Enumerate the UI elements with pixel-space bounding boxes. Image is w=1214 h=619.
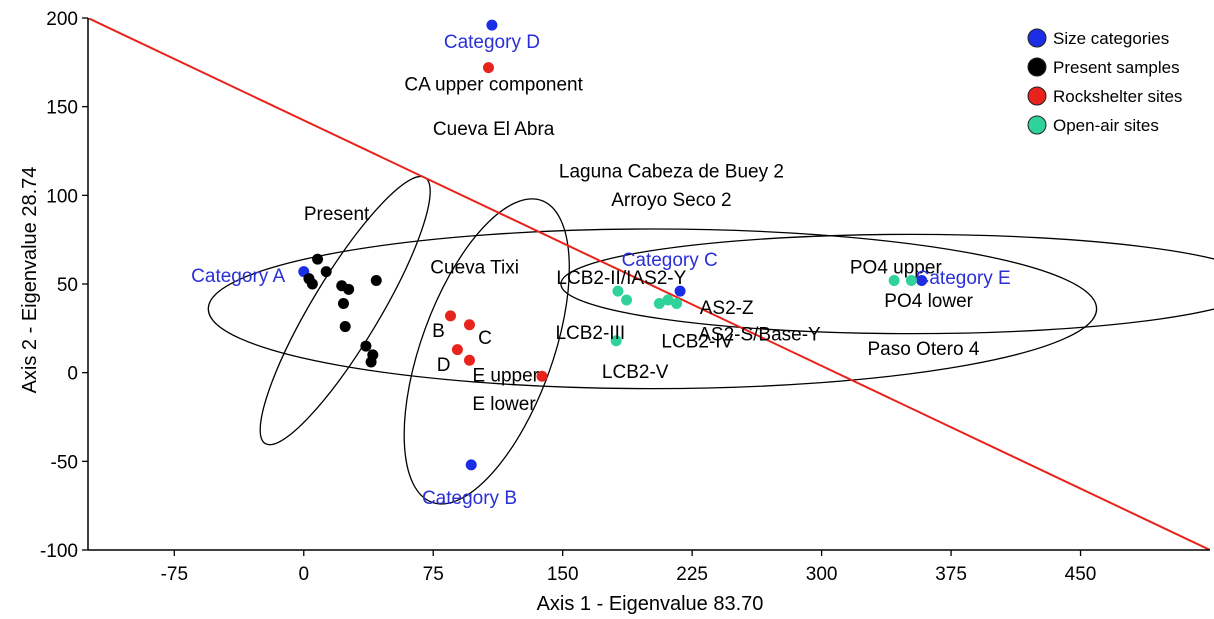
annotation-label: B: [432, 321, 445, 342]
data-point: [888, 274, 900, 286]
data-point: [612, 285, 624, 297]
x-tick-label: 75: [423, 564, 444, 585]
annotation-label: CA upper component: [404, 75, 583, 96]
x-tick-label: 300: [806, 564, 838, 585]
y-tick-label: 0: [67, 364, 78, 385]
data-point: [671, 298, 683, 310]
legend-entry: Present samples: [1027, 57, 1180, 77]
annotation-label: Cueva Tixi: [430, 257, 519, 278]
annotation-label: PO4 upper: [850, 257, 943, 278]
series-rockshelter-sites: [444, 62, 548, 382]
annotation-label: AS2-S/Base-Y: [698, 325, 821, 346]
legend-label: Open-air sites: [1053, 116, 1159, 135]
data-point: [536, 370, 548, 382]
annotation-label: E upper: [472, 365, 539, 386]
legend-marker: [1027, 115, 1047, 135]
annotation-label: PO4 lower: [884, 291, 973, 312]
annotation-label: Arroyo Seco 2: [611, 190, 731, 211]
legend-label: Size categories: [1053, 29, 1169, 48]
x-tick-label: 225: [676, 564, 708, 585]
annotation-label: AS2-Z: [700, 298, 754, 319]
annotation-label: LCB2-II/IAS2-Y: [556, 268, 686, 289]
legend-entry: Rockshelter sites: [1027, 86, 1182, 106]
data-point: [916, 274, 928, 286]
annotation-label: Laguna Cabeza de Buey 2: [559, 162, 784, 183]
data-point: [482, 62, 494, 74]
data-point: [339, 321, 351, 333]
x-tick-label: 0: [298, 564, 309, 585]
data-point: [365, 356, 377, 368]
y-tick-label: 200: [46, 9, 78, 30]
data-point: [662, 294, 674, 306]
y-axis-title: Axis 2 - Eigenvalue 28.74: [19, 167, 41, 394]
data-point: [320, 266, 332, 278]
y-tick-label: 150: [46, 98, 78, 119]
y-tick-label: 100: [46, 186, 78, 207]
annotation-label: Category A: [191, 266, 285, 287]
data-point: [465, 459, 477, 471]
annotation-label: Paso Otero 4: [867, 339, 979, 360]
y-tick-label: 50: [57, 275, 78, 296]
cluster-ellipse-4: [560, 233, 1214, 335]
legend-marker: [1027, 28, 1047, 48]
data-point: [360, 340, 372, 352]
data-point: [621, 294, 633, 306]
y-tick-label: -50: [51, 452, 78, 473]
axes: -75 0 75 150 225 300 375 450 -100 -50 0 50 100 150 200: [40, 9, 1210, 585]
annotation-label: LCB2-III: [555, 323, 625, 344]
legend-marker: [1027, 57, 1047, 77]
annotation-label: C: [478, 328, 492, 349]
legend-marker: [1027, 86, 1047, 106]
data-point: [312, 253, 324, 265]
annotation-label: LCB2-V: [602, 362, 669, 383]
data-point: [486, 19, 498, 31]
legend-label: Present samples: [1053, 58, 1180, 77]
series-size-categories: [298, 19, 928, 471]
annotation-label: Category D: [444, 32, 540, 53]
legend: Size categories Present samples Rockshelte…: [1027, 28, 1182, 135]
cluster-ellipse-3: [207, 228, 1098, 390]
data-point: [337, 298, 349, 310]
legend-entry: Open-air sites: [1027, 115, 1159, 135]
data-point: [343, 283, 355, 295]
data-point: [306, 278, 318, 290]
annotations: Category D CA upper component Cueva El Abr…: [191, 32, 1011, 509]
data-point: [370, 274, 382, 286]
legend-entry: Size categories: [1027, 28, 1169, 48]
annotation-label: Category C: [622, 250, 718, 271]
annotation-label: D: [437, 355, 451, 376]
x-tick-label: 150: [547, 564, 579, 585]
data-point: [463, 354, 475, 366]
data-point: [653, 298, 665, 310]
x-tick-label: 450: [1065, 564, 1097, 585]
series-present-samples: [303, 253, 382, 368]
trend-line: [88, 18, 1210, 550]
data-point: [610, 335, 622, 347]
annotation-label: Present: [304, 204, 370, 225]
plot-area: [88, 18, 1214, 550]
annotation-label: Category E: [916, 268, 1011, 289]
annotation-label: Cueva El Abra: [433, 119, 555, 140]
data-point: [451, 344, 463, 356]
data-point: [463, 319, 475, 331]
cluster-ellipse-2: [403, 198, 570, 505]
x-tick-label: -75: [161, 564, 188, 585]
y-tick-label: -100: [40, 541, 78, 562]
x-tick-label: 375: [935, 564, 967, 585]
data-point: [444, 310, 456, 322]
legend-label: Rockshelter sites: [1053, 87, 1182, 106]
annotation-label: Category B: [422, 488, 517, 509]
annotation-label: LCB2-IV: [661, 332, 733, 353]
data-point: [674, 285, 686, 297]
series-open-air-sites: [610, 274, 917, 347]
x-axis-title: Axis 1 - Eigenvalue 83.70: [537, 593, 764, 615]
data-point: [905, 274, 917, 286]
annotation-label: E lower: [472, 394, 536, 415]
